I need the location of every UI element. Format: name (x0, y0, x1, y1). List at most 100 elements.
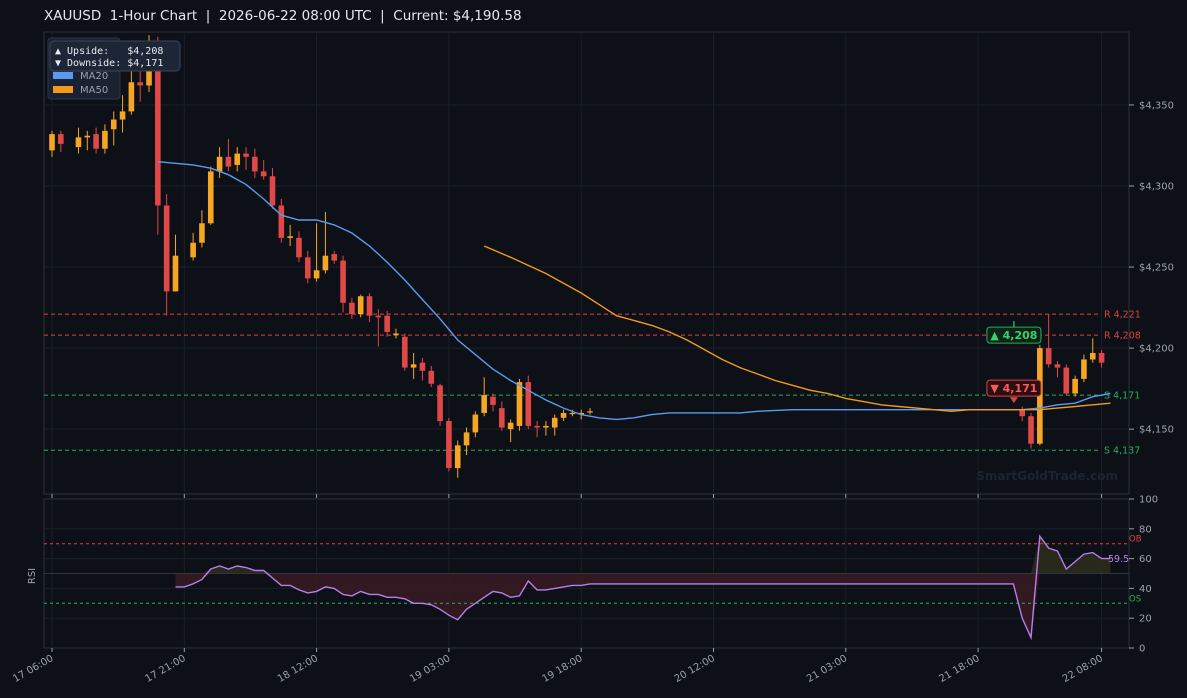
target-up-badge (986, 326, 1042, 344)
y-tick-label-price: $4,350 (1139, 100, 1174, 111)
candle-body (49, 134, 55, 151)
candle-body (472, 414, 479, 433)
candle-body (1089, 352, 1096, 360)
x-tick-label: 19 18:00 (540, 653, 584, 685)
candle-body (1019, 409, 1025, 417)
target-down-arrow (1009, 397, 1018, 404)
candle-body (163, 205, 170, 292)
candle-body (260, 171, 267, 177)
y-tick-label-rsi: 100 (1139, 495, 1158, 506)
rsi-zones: OB OS (44, 535, 1142, 638)
candle-body (402, 336, 408, 368)
level-label-support: S 4,171 (1104, 391, 1140, 402)
y-tick-label-rsi: 80 (1139, 524, 1152, 535)
legend-label-ma50: MA50 (80, 85, 108, 96)
ma50-line (483, 245, 1111, 413)
candle-body (349, 302, 355, 315)
candle-body (446, 421, 452, 469)
candle-body (393, 333, 399, 336)
ma20-line (157, 161, 1111, 421)
legend-label-ma20: MA20 (80, 71, 108, 82)
rsi-axis-label: RSI (27, 568, 38, 584)
level-label-resistance: R 4,208 (1104, 331, 1141, 342)
candle-body (534, 425, 540, 428)
level-label-support: S 4,137 (1104, 446, 1140, 457)
candle-body (551, 417, 558, 428)
candle-body (543, 425, 549, 428)
info-downside: ▼ Downside: $4,171 (55, 58, 163, 69)
y-tick-label-price: $4,200 (1139, 344, 1174, 355)
candle-body (84, 135, 91, 138)
candle-body (1063, 367, 1070, 394)
level-lines: R 4,221 R 4,208 S 4,171 S 4,137 (44, 310, 1141, 457)
info-upside: ▲ Upside: $4,208 (55, 46, 163, 57)
y-tick-label-price: $4,150 (1139, 425, 1174, 436)
candle-body (252, 156, 258, 172)
candle-body (428, 370, 435, 384)
price-panel-frame (43, 31, 1130, 495)
candle-body (357, 296, 364, 315)
info-box: ▲ Upside: $4,208 ▼ Downside: $4,171 (49, 40, 181, 72)
candle-body (119, 111, 126, 120)
candle-body (331, 254, 338, 261)
candle-body (375, 315, 382, 318)
candle-body (340, 260, 346, 303)
candle-body (481, 395, 487, 413)
target-down-label: ▼ 4,171 (990, 382, 1037, 395)
candle-body (234, 153, 241, 165)
candle-body (128, 82, 135, 112)
x-tick-label: 22 08:00 (1061, 653, 1105, 685)
candle-body (366, 296, 373, 316)
candle-body (207, 171, 214, 224)
candle-body (93, 134, 99, 149)
candle-body (75, 137, 82, 148)
candle-body (304, 257, 311, 279)
candle-body (569, 412, 576, 415)
candle-body (410, 364, 417, 368)
candle-body (454, 445, 461, 469)
candle-body (1045, 348, 1052, 365)
candle-body (525, 382, 532, 426)
candle-body (587, 411, 593, 413)
x-tick-label: 21 03:00 (805, 653, 849, 685)
x-tick-label: 17 06:00 (11, 653, 55, 685)
rsi-fill-below (175, 573, 1111, 638)
candle-body (578, 412, 584, 415)
candle-body (516, 382, 523, 426)
candle-body (499, 408, 505, 428)
candle-body (560, 412, 567, 418)
candle-body (507, 422, 514, 430)
candle-body (490, 396, 496, 405)
watermark: SmartGoldTrade.com (976, 469, 1118, 483)
candle-body (296, 237, 302, 258)
candle-body (1098, 352, 1105, 363)
y-tick-label-rsi: 40 (1139, 584, 1152, 595)
candle-body (190, 242, 196, 258)
target-up-label: ▲ 4,208 (990, 329, 1037, 342)
y-tick-label-price: $4,250 (1139, 263, 1174, 274)
y-tick-label-price: $4,300 (1139, 182, 1174, 193)
candle-body (322, 255, 329, 271)
chart-title: XAUUSD 1-Hour Chart | 2026-06-22 08:00 U… (44, 8, 522, 24)
y-tick-label-rsi: 20 (1139, 614, 1152, 625)
info-box-bg (49, 40, 181, 72)
candle-body (463, 432, 470, 446)
x-tick-label: 17 21:00 (144, 653, 188, 685)
y-tick-label-rsi: 60 (1139, 554, 1152, 565)
candle-body (1054, 364, 1061, 368)
candle-body (1028, 416, 1034, 444)
rsi-line (175, 534, 1111, 641)
candle-body (243, 153, 249, 157)
x-tick-label: 19 03:00 (408, 653, 452, 685)
candle-body (384, 315, 390, 332)
legend-swatch-ma20 (53, 72, 73, 79)
candle-body (1081, 359, 1087, 379)
rsi-last-value: 59.5 (1108, 554, 1129, 565)
target-badges: ▲ 4,208 ▼ 4,171 (986, 321, 1042, 404)
candle-body (172, 255, 179, 292)
x-tick-label: 20 12:00 (673, 653, 717, 685)
level-label-resistance: R 4,221 (1104, 310, 1141, 321)
candle-body (110, 119, 117, 130)
rsi-ob-label: OB (1129, 535, 1142, 545)
